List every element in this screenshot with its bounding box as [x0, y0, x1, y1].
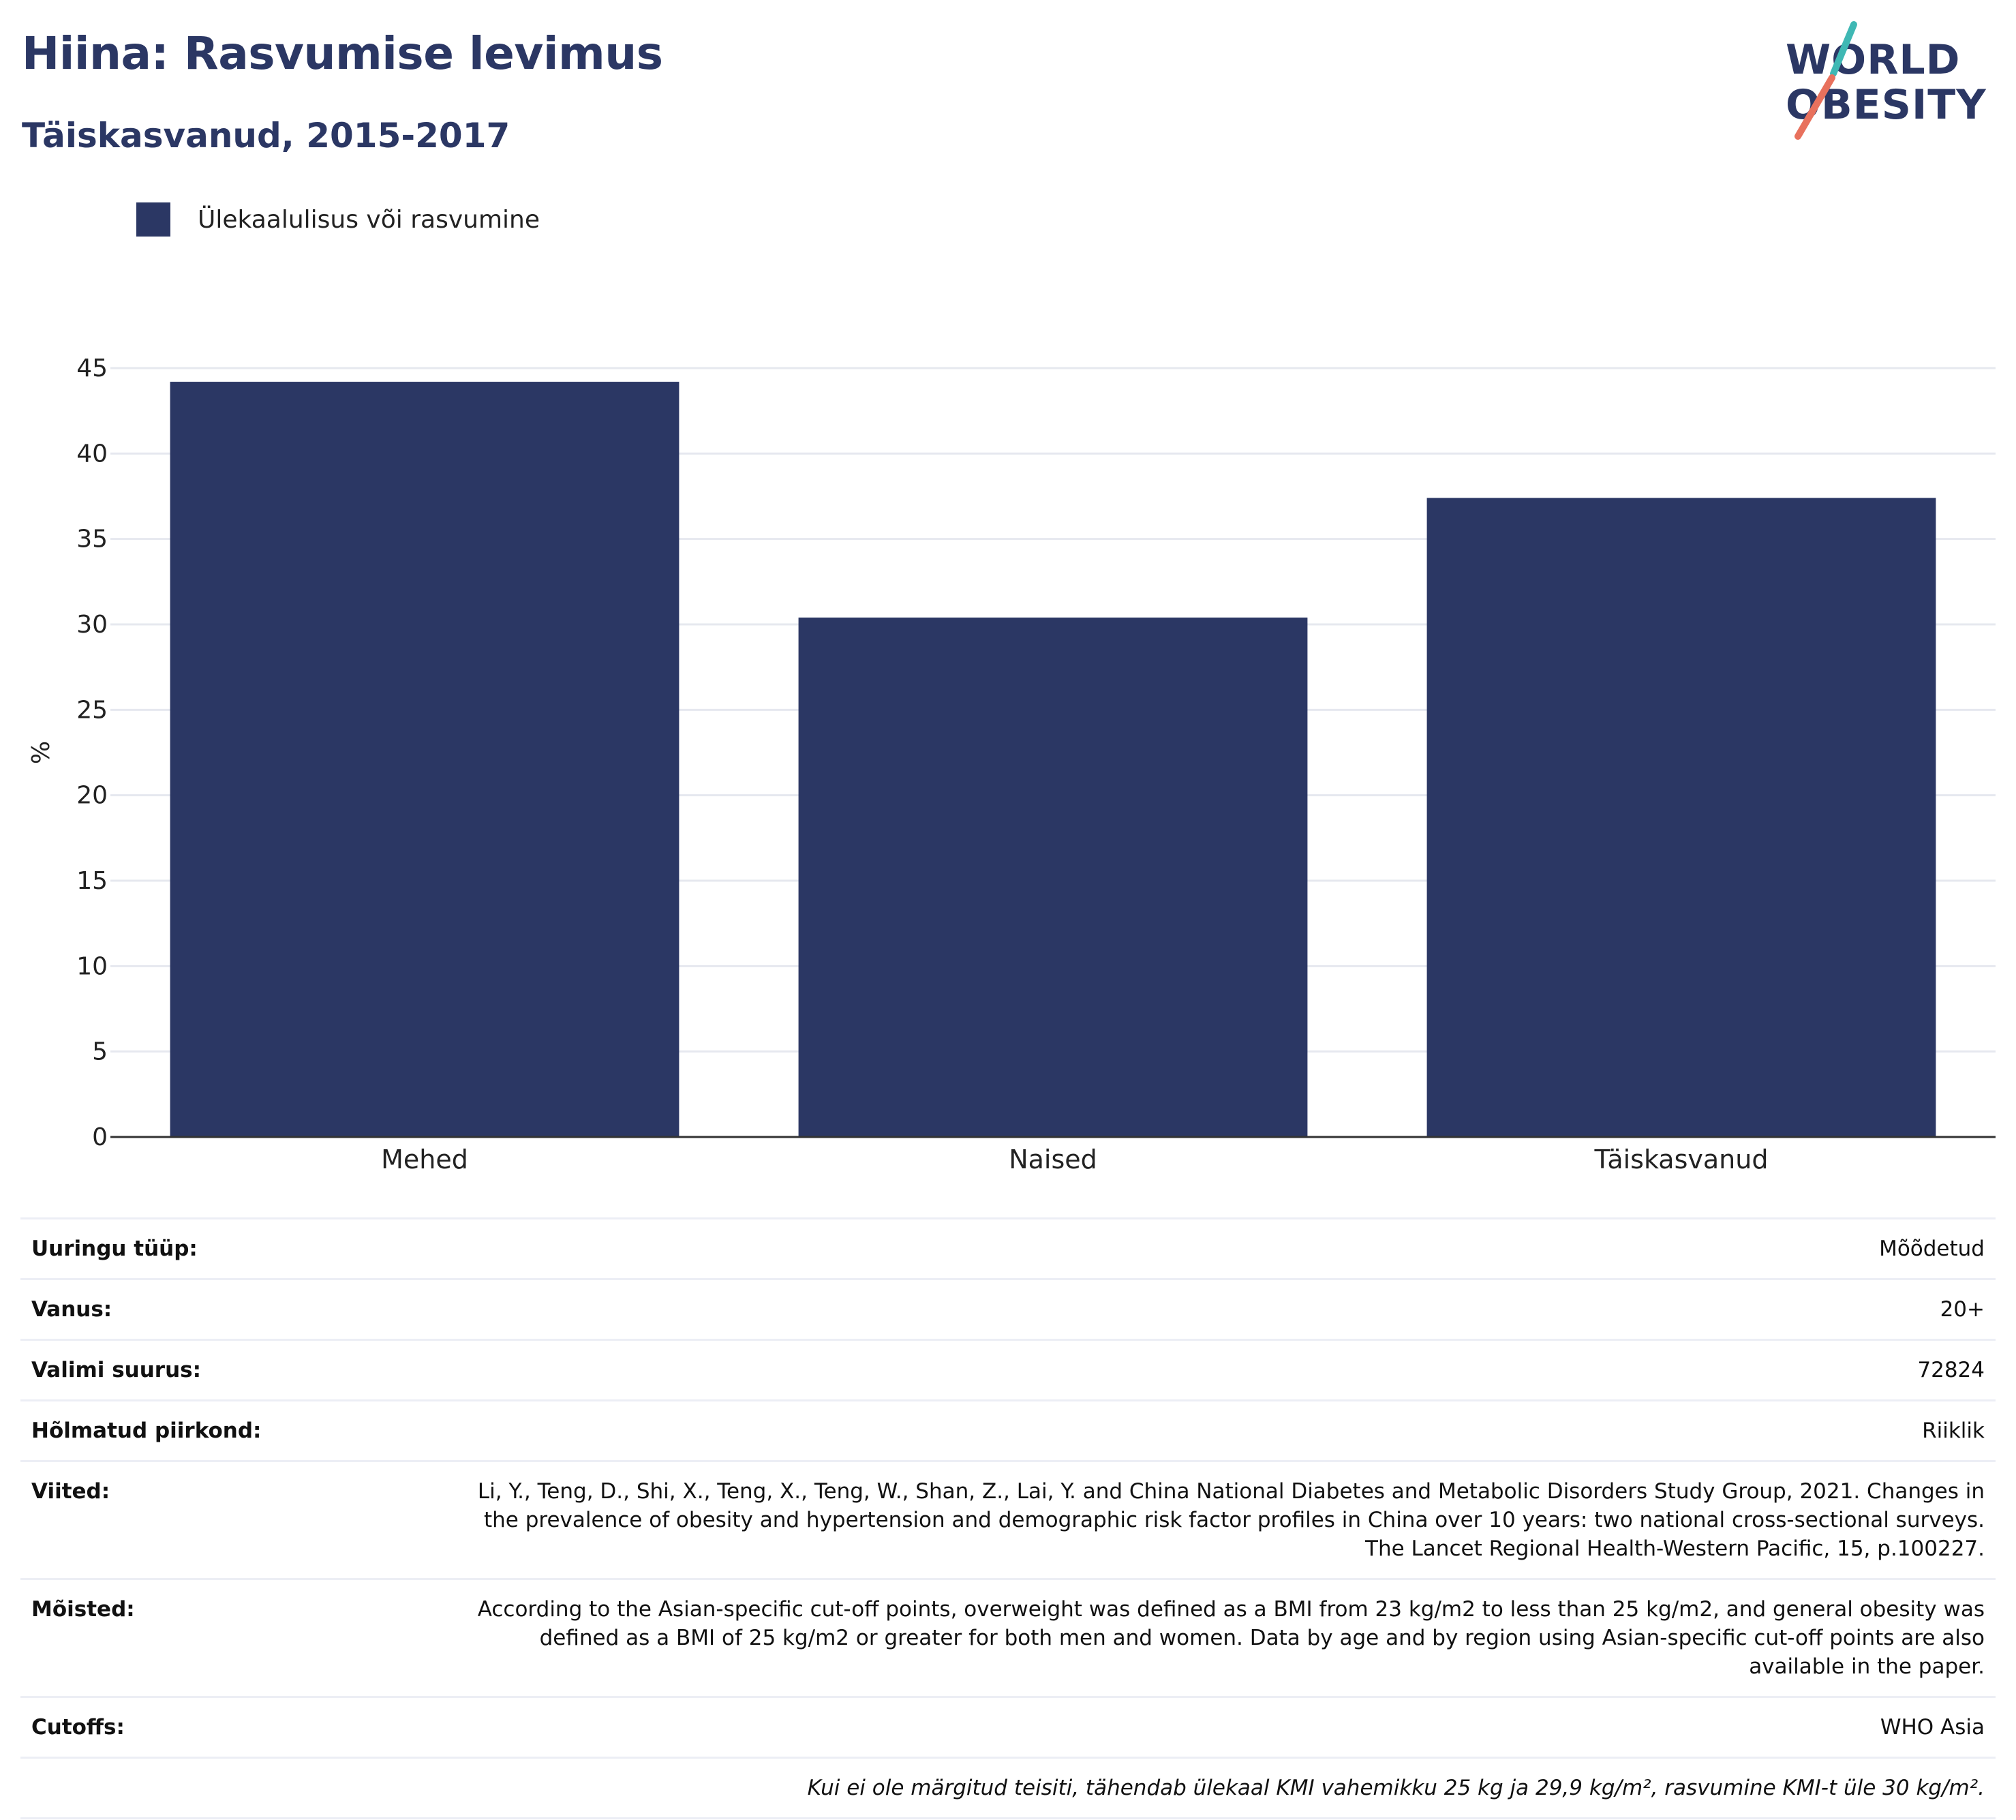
meta-key: Hõlmatud piirkond:	[31, 1419, 262, 1443]
legend-label: Ülekaalulisus või rasvumine	[198, 205, 540, 234]
meta-key: Uuringu tüüp:	[31, 1237, 198, 1261]
bar-chart: 0 5 10 15 20 25 30 35 40 45% Mehed Naised Täiskasvan…	[27, 354, 1996, 1174]
bar-2	[798, 617, 1308, 1137]
logo-line-1: WORLD	[1786, 36, 1961, 84]
meta-value: Li, Y., Teng, D., Shi, X., Teng, X., Ten…	[477, 1479, 1985, 1561]
world-obesity-logo: WORLD OBESITY	[1779, 19, 2004, 149]
y-axis-label: %	[27, 741, 55, 764]
meta-value: WHO Asia	[1880, 1715, 1985, 1740]
meta-key: Cutoffs:	[31, 1715, 125, 1740]
meta-value: 72824	[1917, 1358, 1985, 1382]
metadata-table: Uuringu tüüp: Mõõdetud Vanus: 20+ Valimi…	[20, 1217, 1996, 1819]
meta-row-coverage: Hõlmatud piirkond: Riiklik	[20, 1400, 1996, 1461]
y-tick-label: 40	[76, 440, 108, 468]
meta-key: Viited:	[31, 1479, 110, 1504]
y-tick-label: 15	[76, 867, 108, 895]
meta-value: According to the Asian-specific cut-off …	[477, 1597, 1985, 1679]
legend: Ülekaalulisus või rasvumine	[136, 202, 540, 237]
meta-key: Vanus:	[31, 1297, 112, 1322]
meta-row-survey-type: Uuringu tüüp: Mõõdetud	[20, 1218, 1996, 1279]
chart-title: Hiina: Rasvumise levimus	[22, 27, 663, 80]
x-tick-label: Mehed	[381, 1144, 468, 1174]
meta-row-definitions: Mõisted: According to the Asian-specific…	[20, 1579, 1996, 1697]
y-tick-label: 20	[76, 782, 108, 810]
y-tick-label: 30	[76, 611, 108, 639]
bar-1	[170, 382, 679, 1137]
x-tick-label: Täiskasvanud	[1594, 1144, 1769, 1174]
meta-key: Valimi suurus:	[31, 1358, 201, 1382]
legend-swatch	[136, 202, 170, 237]
x-tick-label: Naised	[1009, 1144, 1097, 1174]
bar-3	[1426, 498, 1936, 1137]
meta-value: Mõõdetud	[1879, 1237, 1985, 1261]
meta-key: Mõisted:	[31, 1597, 135, 1622]
meta-value: 20+	[1940, 1297, 1985, 1322]
meta-value: Riiklik	[1922, 1419, 1985, 1443]
footnote: Kui ei ole märgitud teisiti, tähendab ül…	[807, 1776, 1985, 1800]
y-tick-label: 10	[76, 952, 108, 980]
logo-slash-icon	[1794, 21, 1857, 140]
y-tick-label: 45	[76, 354, 108, 382]
y-tick-label: 0	[92, 1123, 108, 1151]
y-tick-label: 5	[92, 1038, 108, 1066]
meta-row-references: Viited: Li, Y., Teng, D., Shi, X., Teng,…	[20, 1461, 1996, 1579]
meta-row-age: Vanus: 20+	[20, 1279, 1996, 1340]
meta-row-cutoffs: Cutoffs: WHO Asia	[20, 1697, 1996, 1758]
meta-row-footnote: Kui ei ole märgitud teisiti, tähendab ül…	[20, 1757, 1996, 1819]
meta-row-sample-size: Valimi suurus: 72824	[20, 1339, 1996, 1401]
y-tick-label: 25	[76, 696, 108, 724]
chart-subtitle: Täiskasvanud, 2015-2017	[22, 116, 510, 155]
y-tick-label: 35	[76, 526, 108, 553]
